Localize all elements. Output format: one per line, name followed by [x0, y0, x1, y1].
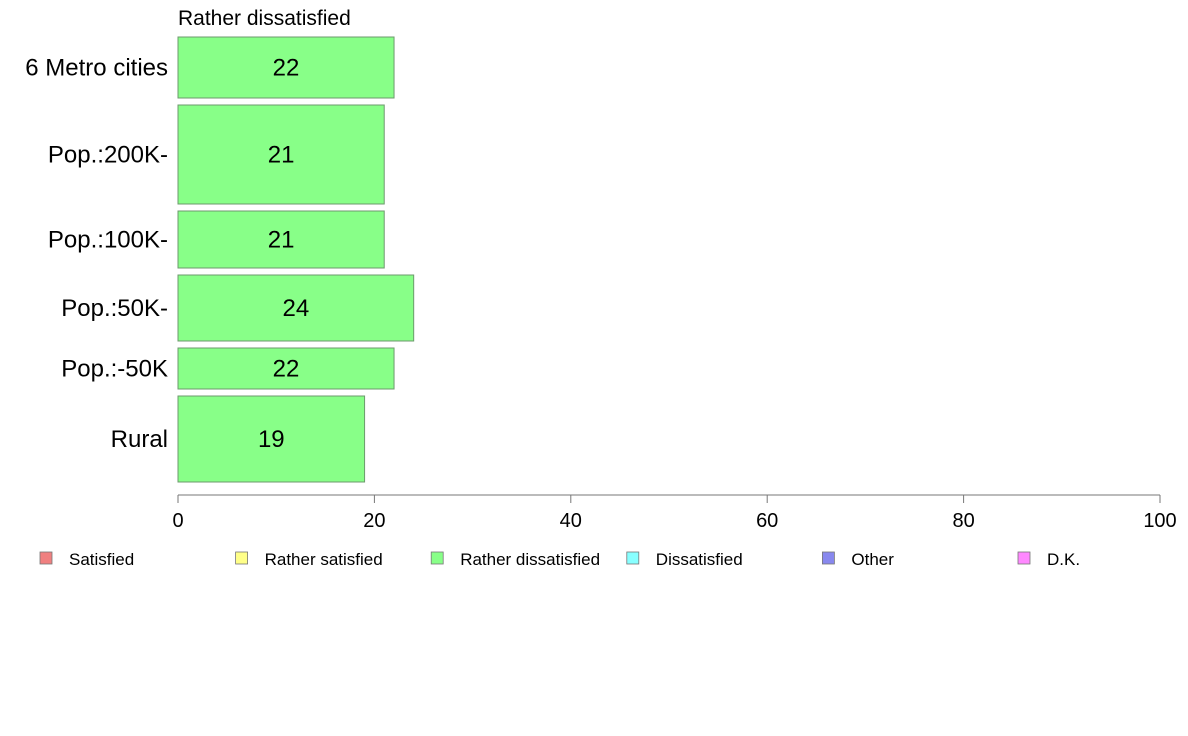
value-label: 24	[282, 295, 309, 322]
bar	[177, 395, 366, 483]
bar	[177, 104, 385, 205]
value-label: 21	[268, 142, 295, 169]
value-label: 19	[258, 426, 285, 453]
x-tick-label: 60	[756, 510, 778, 532]
x-tick-label: 20	[363, 510, 385, 532]
value-label: 22	[273, 356, 300, 383]
category-label: Pop.:200K-	[48, 142, 168, 169]
category-label: Rural	[111, 426, 168, 453]
x-tick-label: 80	[952, 510, 974, 532]
legend-label: Dissatisfied	[656, 550, 743, 569]
x-tick-label: 0	[172, 510, 183, 532]
value-label: 22	[273, 55, 300, 82]
bar	[177, 347, 395, 390]
legend-label: Other	[851, 550, 894, 569]
legend-label: D.K.	[1047, 550, 1080, 569]
legend-swatch	[626, 551, 640, 565]
bar	[177, 36, 395, 99]
legend-swatch	[430, 551, 444, 565]
category-label: Pop.:100K-	[48, 227, 168, 254]
bar	[177, 210, 385, 269]
x-tick-label: 40	[560, 510, 582, 532]
legend-swatch	[235, 551, 249, 565]
category-label: Pop.:50K-	[61, 295, 168, 322]
x-tick-label: 100	[1143, 510, 1176, 532]
legend-swatch	[1017, 551, 1031, 565]
category-label: Pop.:-50K	[61, 356, 168, 383]
legend-swatch	[822, 551, 835, 565]
panel-title: Rather dissatisfied	[178, 7, 351, 30]
bar	[177, 274, 415, 342]
category-label: 6 Metro cities	[25, 55, 168, 82]
legend: Satisfied Rather satisfied Rather dissatis…	[39, 550, 1080, 569]
x-axis: 0 20 40 60 80 100	[172, 494, 1177, 532]
legend-label: Rather dissatisfied	[460, 550, 600, 569]
legend-label: Rather satisfied	[265, 550, 383, 569]
legend-label: Satisfied	[69, 550, 134, 569]
value-label: 21	[268, 227, 295, 254]
legend-swatch	[39, 551, 53, 565]
